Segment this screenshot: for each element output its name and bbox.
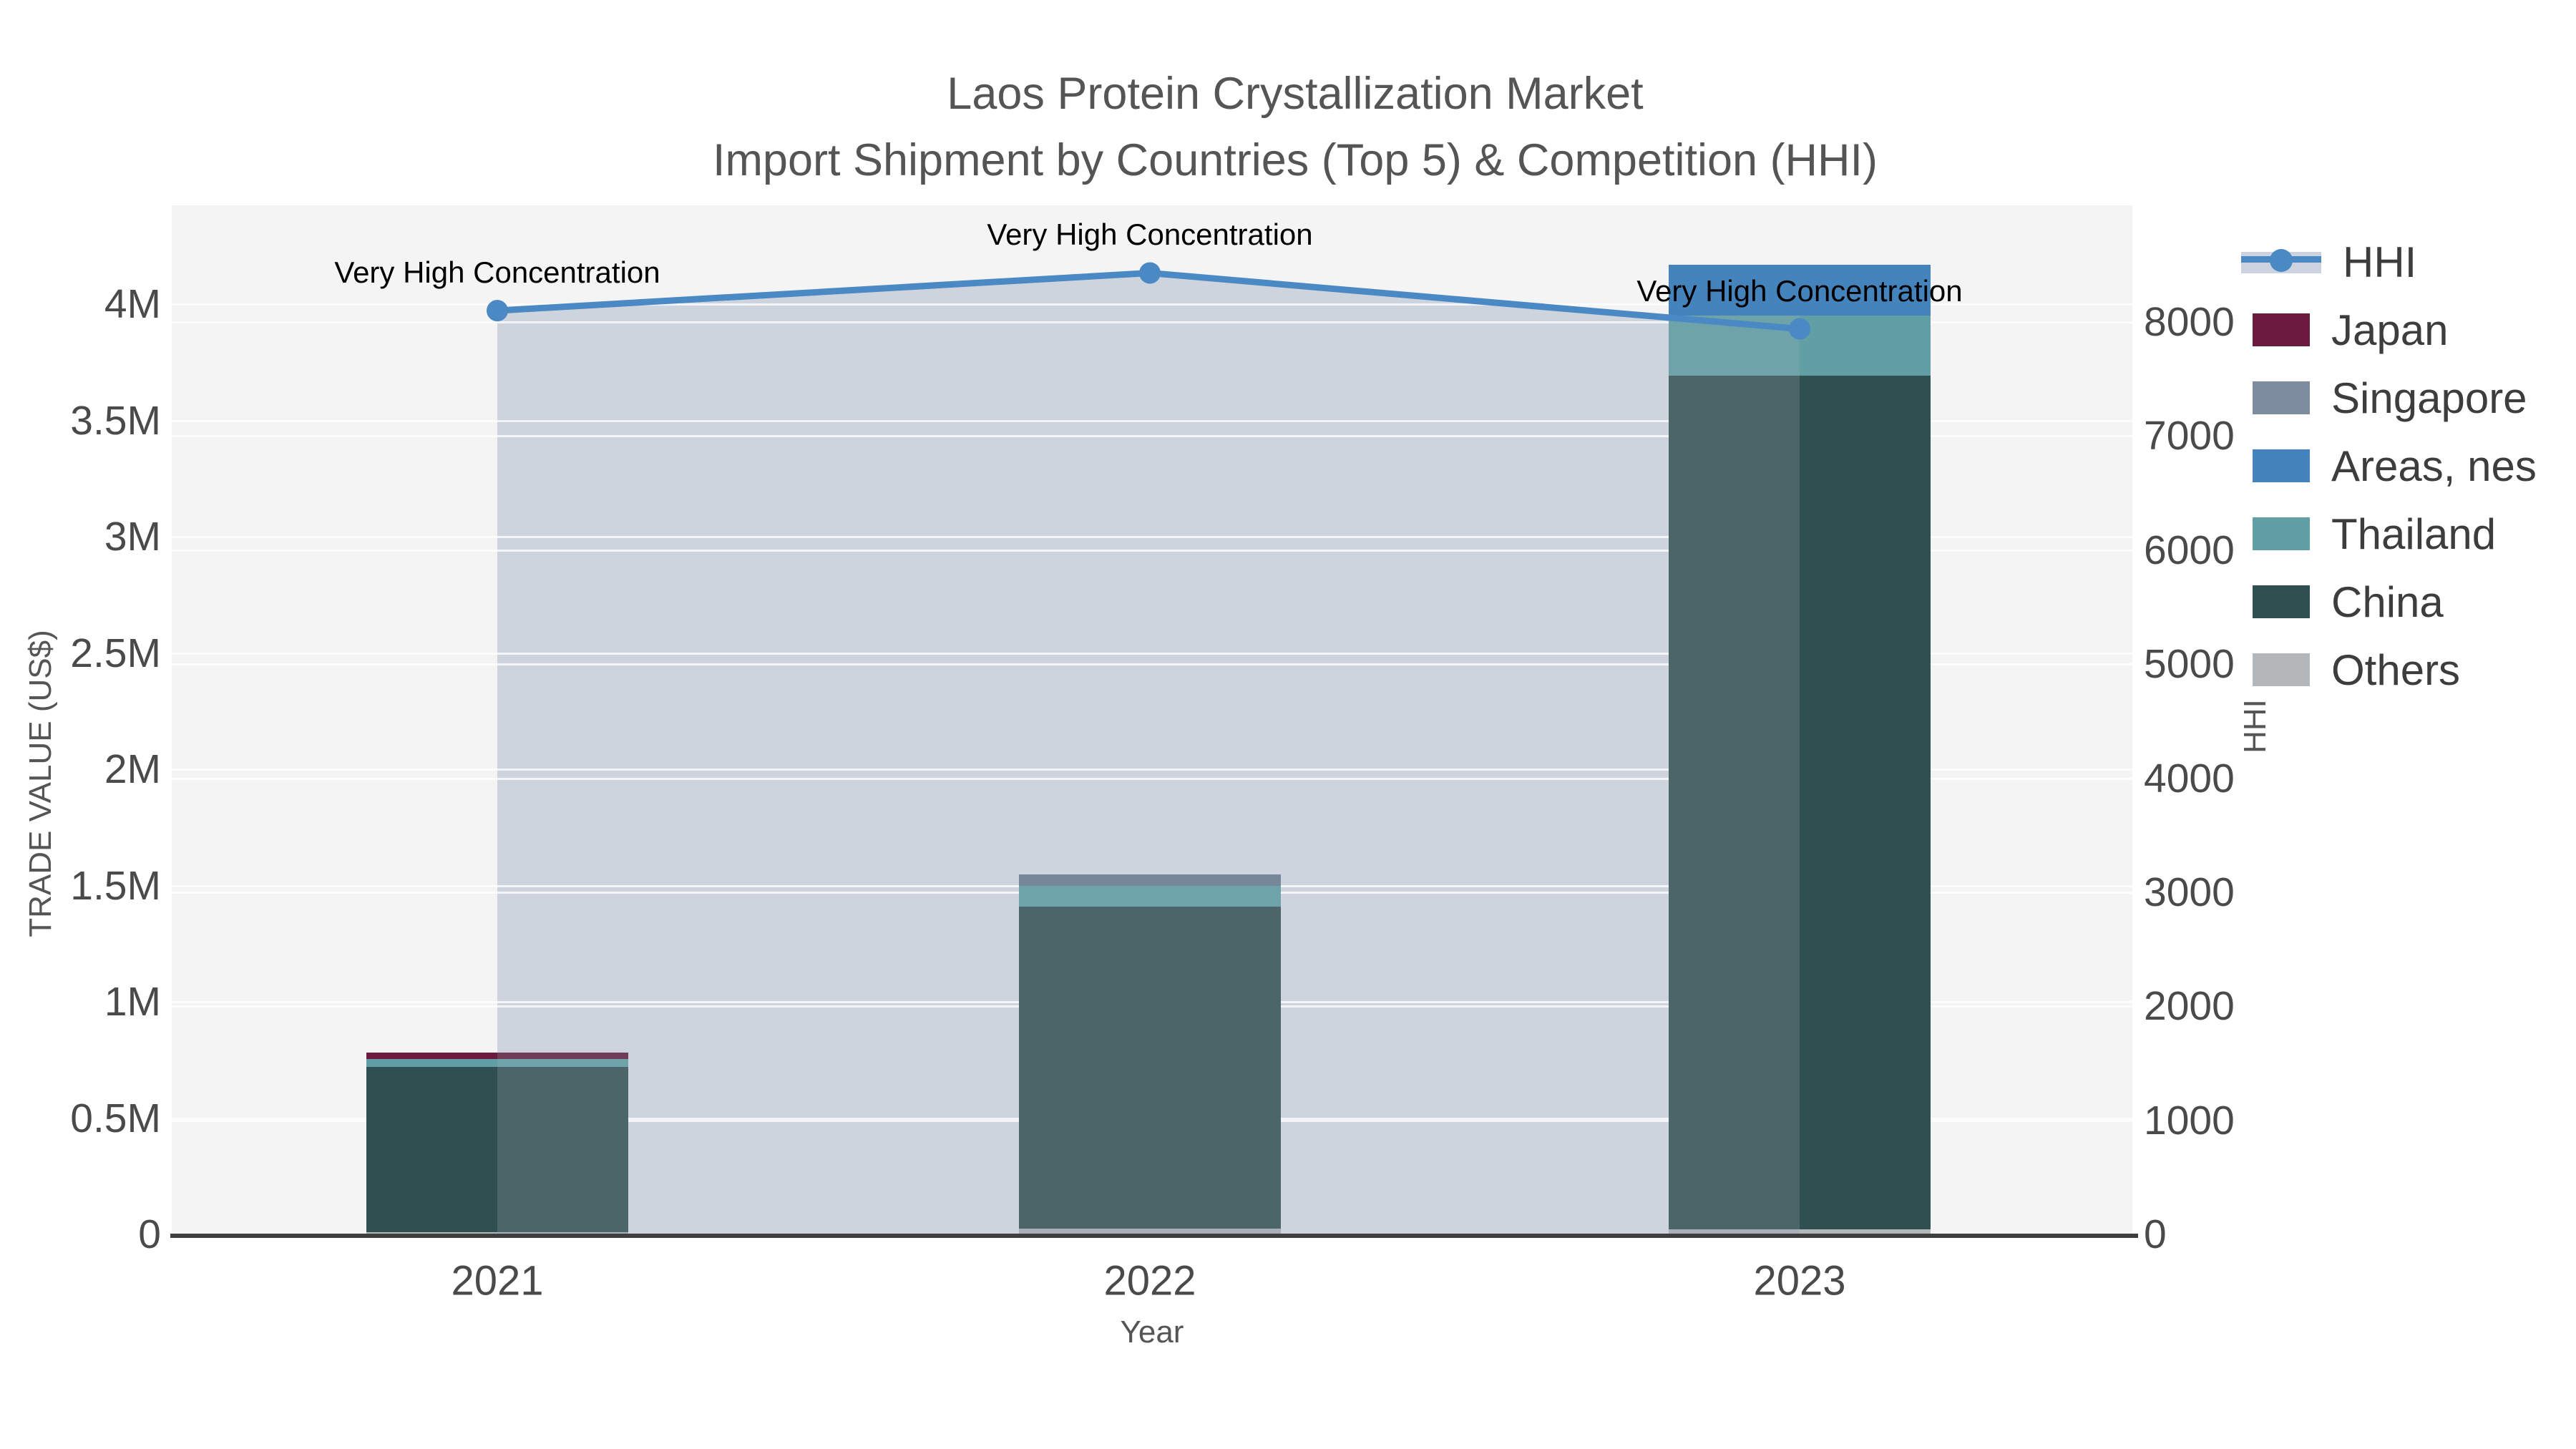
annotation-very-high-concentration-2023: Very High Concentration xyxy=(1636,273,1963,308)
legend-item-hhi[interactable]: HHI xyxy=(2238,229,2575,295)
bar-segment-china-2021[interactable] xyxy=(366,1067,628,1233)
y-left-axis-title: TRADE VALUE (US$) xyxy=(23,630,58,937)
chart-subtitle: Import Shipment by Countries (Top 5) & C… xyxy=(712,135,1878,185)
gridline-hhi xyxy=(172,777,2132,780)
hhi-marker-2023[interactable] xyxy=(1789,318,1810,340)
y-left-tick-label: 2.5M xyxy=(70,630,161,676)
y-left-tick-label: 3M xyxy=(104,514,161,560)
legend-item-japan[interactable]: Japan xyxy=(2238,297,2575,363)
legend-swatch-icon xyxy=(2253,585,2310,618)
y-left-tick-label: 1M xyxy=(104,979,161,1025)
legend-label: Areas, nes xyxy=(2331,441,2537,490)
gridline-trade-value xyxy=(172,769,2132,771)
gridline-trade-value xyxy=(172,652,2132,655)
y-left-tick-label: 0 xyxy=(138,1211,161,1257)
bar-segment-japan-2021[interactable] xyxy=(366,1052,628,1059)
y-right-tick-label: 2000 xyxy=(2144,983,2235,1030)
hhi-marker-swatch xyxy=(2270,249,2293,272)
gridline-hhi xyxy=(172,549,2132,552)
bar-segment-others-2022[interactable] xyxy=(1019,1228,1281,1234)
y-left-tick-label: 3.5M xyxy=(70,397,161,444)
bar-segment-china-2022[interactable] xyxy=(1019,906,1281,1229)
gridline-hhi xyxy=(172,663,2132,666)
legend-swatch-icon xyxy=(2253,449,2310,482)
legend-label: HHI xyxy=(2343,238,2417,286)
legend-label: Thailand xyxy=(2331,509,2497,558)
hhi-line-swatch-icon xyxy=(2241,249,2321,275)
gridline-trade-value xyxy=(172,419,2132,422)
legend-label: China xyxy=(2331,577,2444,626)
chart-title: Laos Protein Crystallization Market xyxy=(947,69,1644,119)
bar-segment-thailand-2021[interactable] xyxy=(366,1058,628,1067)
x-axis-line xyxy=(170,1234,2138,1238)
y-right-tick-label: 1000 xyxy=(2144,1097,2235,1143)
gridline-trade-value xyxy=(172,536,2132,538)
y-left-tick-label: 4M xyxy=(104,281,161,327)
y-left-tick-label: 1.5M xyxy=(70,862,161,909)
hhi-marker-2021[interactable] xyxy=(487,300,508,322)
y-right-tick-label: 7000 xyxy=(2144,413,2235,459)
legend-swatch-icon xyxy=(2253,381,2310,414)
y-right-tick-label: 8000 xyxy=(2144,299,2235,345)
y-right-tick-label: 5000 xyxy=(2144,641,2235,688)
bar-segment-china-2023[interactable] xyxy=(1669,376,1931,1230)
bar-segment-others-2023[interactable] xyxy=(1669,1229,1931,1234)
x-axis-title: Year xyxy=(1120,1314,1184,1350)
y-right-axis-title: HHI xyxy=(2238,699,2273,753)
legend-swatch-icon xyxy=(2253,517,2310,550)
legend-item-others[interactable]: Others xyxy=(2238,637,2575,703)
legend-item-areas-nes[interactable]: Areas, nes xyxy=(2238,433,2575,499)
legend-item-singapore[interactable]: Singapore xyxy=(2238,365,2575,431)
legend-swatch-icon xyxy=(2253,313,2310,346)
gridline-trade-value xyxy=(172,303,2132,306)
y-left-tick-label: 0.5M xyxy=(70,1095,161,1141)
legend-item-thailand[interactable]: Thailand xyxy=(2238,501,2575,567)
bar-segment-thailand-2022[interactable] xyxy=(1019,885,1281,907)
x-tick-label: 2021 xyxy=(451,1257,544,1304)
hhi-area-fill xyxy=(497,273,1800,1234)
annotation-very-high-concentration-2021: Very High Concentration xyxy=(334,255,660,290)
hhi-marker-2022[interactable] xyxy=(1139,262,1161,284)
bar-segment-singapore-2022[interactable] xyxy=(1019,874,1281,886)
x-tick-label: 2023 xyxy=(1753,1257,1846,1304)
x-tick-label: 2022 xyxy=(1103,1257,1196,1304)
y-left-tick-label: 2M xyxy=(104,746,161,792)
legend-swatch-icon xyxy=(2253,653,2310,686)
gridline-hhi xyxy=(172,321,2132,323)
bar-segment-others-2021[interactable] xyxy=(366,1232,628,1234)
bar-segment-areas-nes-2023[interactable] xyxy=(1669,265,1931,316)
y-right-tick-label: 3000 xyxy=(2144,869,2235,915)
gridline-hhi xyxy=(172,435,2132,438)
y-right-tick-label: 0 xyxy=(2144,1211,2167,1257)
annotation-very-high-concentration-2022: Very High Concentration xyxy=(987,218,1313,252)
y-right-tick-label: 4000 xyxy=(2144,755,2235,801)
legend-item-china[interactable]: China xyxy=(2238,569,2575,635)
y-right-tick-label: 6000 xyxy=(2144,527,2235,573)
legend-label: Others xyxy=(2331,645,2461,694)
legend-label: Japan xyxy=(2331,306,2449,354)
legend-label: Singapore xyxy=(2331,374,2527,422)
